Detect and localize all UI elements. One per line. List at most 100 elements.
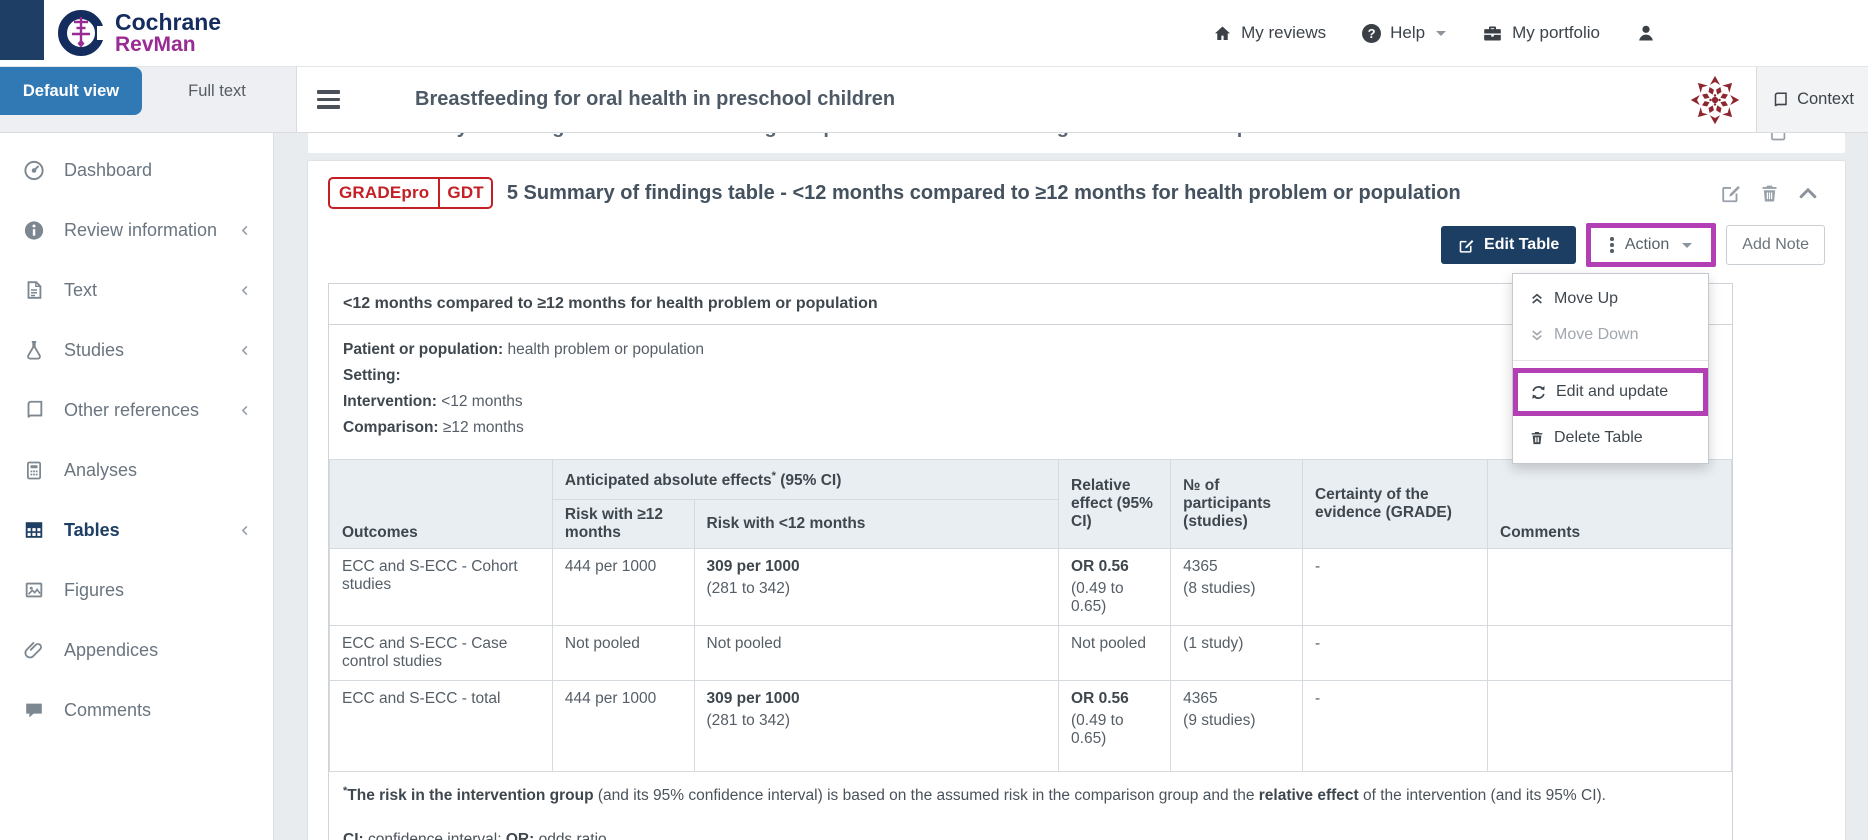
sidebar-item-tables[interactable]: Tables <box>0 500 273 560</box>
cell-relative-effect: OR 0.56 (0.49 to 0.65) <box>1058 680 1172 773</box>
menu-item-move-down[interactable]: Move Down <box>1513 317 1708 353</box>
context-label: Context <box>1797 90 1854 108</box>
cell-comments <box>1487 625 1732 682</box>
edit-table-button[interactable]: Edit Table <box>1441 226 1577 264</box>
action-dropdown-menu: Move Up Move Down <box>1512 273 1709 464</box>
document-toolbar: Default view Full text Breastfeeding for… <box>0 67 1868 133</box>
caret-down-icon <box>1436 30 1447 36</box>
meta-comparison: Comparison: ≥12 months <box>343 419 524 437</box>
cell-relative-effect: Not pooled <box>1058 625 1172 682</box>
col-header-comments: Comments <box>1487 459 1732 550</box>
cochrane-logo[interactable]: Cochrane RevMan <box>57 9 221 57</box>
meta-patient-population: Patient or population: health problem or… <box>343 341 704 358</box>
chevron-up-icon[interactable] <box>1797 182 1819 204</box>
tab-default-view[interactable]: Default view <box>0 67 142 115</box>
delete-table-label: Delete Table <box>1554 429 1643 446</box>
col-header-outcomes: Outcomes <box>329 459 553 550</box>
sidebar-item-comments[interactable]: Comments <box>0 680 273 740</box>
help-menu[interactable]: ? Help <box>1362 23 1447 43</box>
action-button[interactable]: Action <box>1591 228 1712 262</box>
refresh-icon <box>1532 385 1545 399</box>
sidebar-item-figures[interactable]: Figures <box>0 560 273 620</box>
sidebar-item-label: Appendices <box>64 639 159 660</box>
my-reviews-label: My reviews <box>1241 23 1327 42</box>
add-note-button[interactable]: Add Note <box>1726 225 1825 265</box>
chevron-left-icon <box>241 525 248 535</box>
chevron-left-icon <box>241 345 248 355</box>
menu-item-delete-table[interactable]: Delete Table <box>1513 420 1708 456</box>
move-up-label: Move Up <box>1554 290 1619 307</box>
mandala-logo-icon <box>1690 75 1740 124</box>
col-header-participants: № of participants (studies) <box>1170 459 1303 550</box>
edit-table-label: Edit Table <box>1484 236 1560 253</box>
clipped-heading: 4 Summary of findings table - breastfeed… <box>360 133 1416 139</box>
flask-icon <box>27 341 41 360</box>
chevron-left-icon <box>241 405 248 415</box>
cell-risk-comparison: 444 per 1000 <box>551 680 695 773</box>
trash-icon[interactable] <box>1759 183 1780 204</box>
menu-toggle-button[interactable] <box>317 82 353 118</box>
cell-risk-intervention: 309 per 1000 (281 to 342) <box>693 680 1060 773</box>
tab-full-text[interactable]: Full text <box>188 81 246 100</box>
sidebar-item-review-information[interactable]: Review information <box>0 200 273 260</box>
cell-certainty: - <box>1301 548 1489 627</box>
cell-risk-comparison: Not pooled <box>551 625 695 682</box>
sidebar-item-label: Analyses <box>64 459 138 480</box>
col-header-anticipated-effects: Anticipated absolute effects* (95% CI) <box>551 459 1060 501</box>
action-highlight-box: Action <box>1586 223 1717 267</box>
workspace: Dashboard Review information Text Studie… <box>0 133 1868 840</box>
menu-item-move-up[interactable]: Move Up <box>1513 281 1708 317</box>
table-row: ECC and S-ECC - Cohort studies 444 per 1… <box>329 548 1732 627</box>
edit-icon <box>1459 239 1474 253</box>
briefcase-icon <box>1484 26 1501 40</box>
chevron-left-icon <box>241 285 248 295</box>
sidebar-item-label: Review information <box>64 219 218 240</box>
brand-revman: RevMan <box>115 33 196 57</box>
home-icon <box>1215 26 1231 40</box>
footnote-risk-explanation: *The risk in the intervention group (and… <box>343 785 1606 805</box>
view-tabs: Default view Full text <box>0 67 297 132</box>
content-area: 4 Summary of findings table - breastfeed… <box>274 133 1868 840</box>
menu-item-edit-and-update[interactable]: Edit and update <box>1518 373 1703 411</box>
edit-update-highlight-box: Edit and update <box>1513 368 1708 416</box>
my-portfolio-link[interactable]: My portfolio <box>1482 23 1600 44</box>
move-down-label: Move Down <box>1554 326 1639 343</box>
sidebar-item-studies[interactable]: Studies <box>0 320 273 380</box>
sidebar-item-analyses[interactable]: Analyses <box>0 440 273 500</box>
cell-certainty: - <box>1301 680 1489 773</box>
brand-text: Cochrane RevMan <box>115 10 221 56</box>
sof-footnotes: *The risk in the intervention group (and… <box>329 772 1732 840</box>
my-reviews-link[interactable]: My reviews <box>1213 23 1326 43</box>
chevron-left-icon <box>241 225 248 235</box>
edit-and-update-label: Edit and update <box>1556 383 1669 400</box>
topnav-links: My reviews ? Help My portfolio <box>1213 23 1868 44</box>
sidebar-item-label: Tables <box>64 519 120 540</box>
meta-setting: Setting: <box>343 367 401 385</box>
context-toggle[interactable]: Context <box>1756 67 1868 132</box>
section-title: 5 Summary of findings table - <12 months… <box>506 181 1461 204</box>
sidebar-item-text[interactable]: Text <box>0 260 273 320</box>
angle-double-down-icon <box>1532 330 1542 341</box>
table-icon <box>25 522 43 538</box>
gradepro-badge-left: GRADEpro <box>339 183 430 202</box>
gradepro-badge: GRADEpro GDT <box>328 177 493 209</box>
cochrane-logo-icon <box>58 10 105 56</box>
sidebar-item-label: Studies <box>64 339 125 360</box>
sidebar-item-appendices[interactable]: Appendices <box>0 620 273 680</box>
section-buttons: Edit Table Action Add Note <box>328 223 1825 267</box>
summary-of-findings-box: <12 months compared to ≥12 months for he… <box>328 283 1733 840</box>
top-navbar: Cochrane RevMan My reviews ? Help My por… <box>0 0 1868 67</box>
user-menu[interactable] <box>1636 23 1656 43</box>
sidebar-item-label: Comments <box>64 699 152 720</box>
sidebar: Dashboard Review information Text Studie… <box>0 133 274 840</box>
edit-icon[interactable] <box>1720 182 1742 204</box>
menu-divider <box>1513 360 1708 361</box>
cell-participants: (1 study) <box>1170 625 1303 682</box>
document-title: Breastfeeding for oral health in prescho… <box>415 88 896 110</box>
trash-icon <box>1531 432 1543 445</box>
table-row: ECC and S-ECC - Case control studies Not… <box>329 625 1732 682</box>
sidebar-item-other-references[interactable]: Other references <box>0 380 273 440</box>
cell-risk-intervention: 309 per 1000 (281 to 342) <box>693 548 1060 627</box>
sidebar-item-dashboard[interactable]: Dashboard <box>0 140 273 200</box>
col-header-certainty: Certainty of the evidence (GRADE) <box>1301 459 1489 550</box>
